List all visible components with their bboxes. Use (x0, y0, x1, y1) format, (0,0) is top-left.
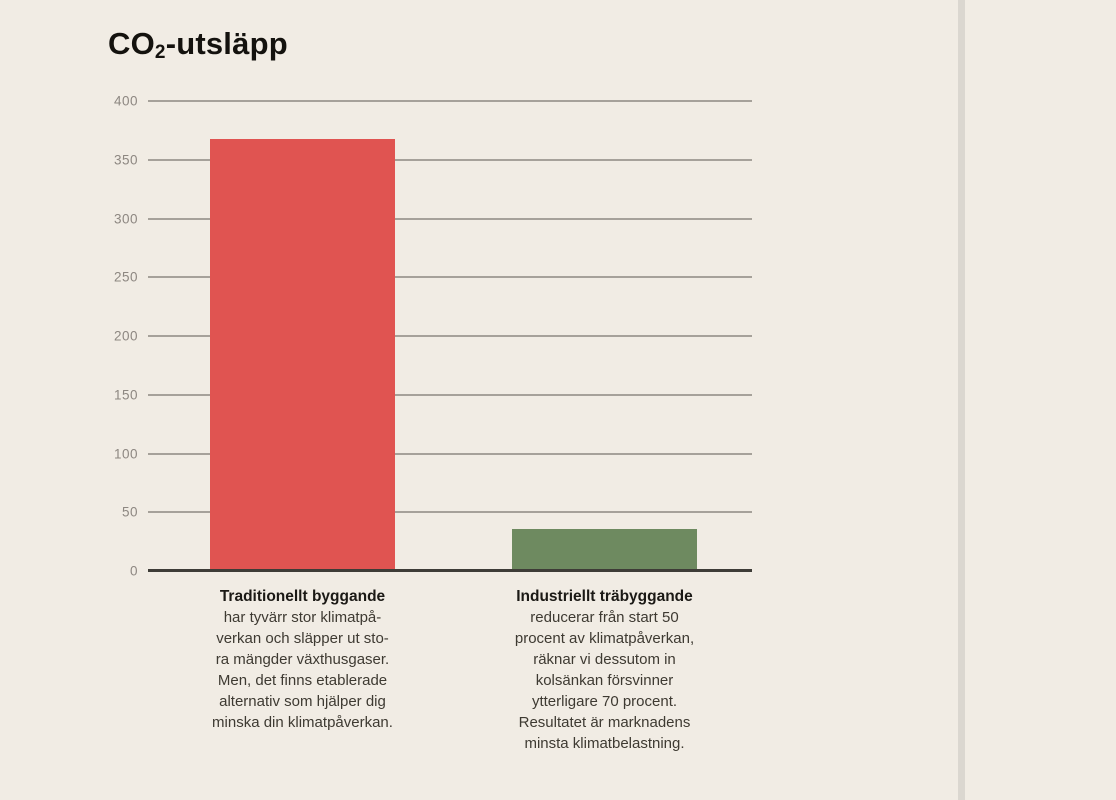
category-heading: Industriellt träbyggande (516, 588, 693, 605)
plot-area: 400 350 300 250 200 150 100 50 0 Traditionellt by… (114, 94, 752, 752)
page-divider (958, 0, 965, 800)
gridline-400 (148, 100, 752, 102)
gridline-250 (148, 276, 752, 278)
chart-title-prefix: CO (108, 26, 155, 61)
chart-title: CO2-utsläpp (108, 26, 288, 62)
y-tick-label-150: 150 (113, 387, 138, 403)
category-heading: Traditionellt byggande (219, 588, 386, 605)
y-tick-label-350: 350 (113, 152, 138, 168)
y-tick-label-0: 0 (129, 563, 138, 579)
chart-title-subscript: 2 (154, 42, 166, 63)
gridline-200 (148, 335, 752, 337)
bar-traditionellt-byggande (210, 139, 395, 571)
gridline-150 (148, 394, 752, 396)
category-description: reducerar från start 50 procent av klima… (514, 609, 695, 752)
category-label-industriellt-tr-byggande: Industriellt träbyggande reducerar från s… (475, 586, 735, 754)
y-tick-label-400: 400 (113, 93, 138, 109)
y-tick-label-300: 300 (113, 211, 138, 227)
gridline-300 (148, 218, 752, 220)
gridline-350 (148, 159, 752, 161)
y-tick-label-50: 50 (121, 504, 138, 520)
chart-title-suffix: -utsläpp (165, 26, 288, 61)
gridline-50 (148, 511, 752, 513)
category-label-traditionellt-byggande: Traditionellt byggande har tyvärr stor kl… (173, 586, 433, 733)
gridline-100 (148, 453, 752, 455)
bar-industriellt-tr-byggande (512, 529, 697, 571)
x-axis-line (148, 569, 752, 572)
y-tick-label-250: 250 (113, 269, 138, 285)
y-tick-label-200: 200 (113, 328, 138, 344)
y-tick-label-100: 100 (113, 446, 138, 462)
category-description: har tyvärr stor klimatpå- verkan och slä… (212, 609, 393, 731)
